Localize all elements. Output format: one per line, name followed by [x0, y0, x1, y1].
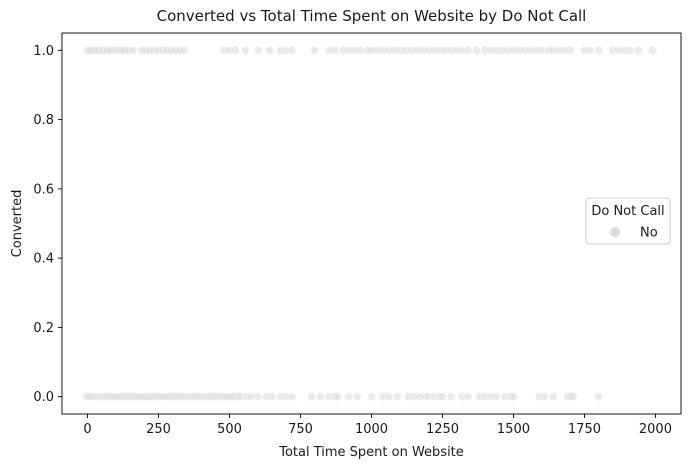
data-point — [287, 392, 297, 401]
data-point — [540, 392, 549, 401]
x-tick-label: 1000 — [355, 422, 388, 437]
legend: Do Not Call No — [585, 197, 671, 245]
y-tick-label: 0.8 — [33, 113, 54, 128]
data-point — [625, 46, 635, 55]
data-point — [492, 392, 501, 401]
x-tick-label: 1750 — [568, 422, 601, 437]
legend-title: Do Not Call — [591, 204, 664, 219]
x-axis-title: Total Time Spent on Website — [278, 445, 464, 460]
data-point — [353, 392, 362, 401]
data-point — [287, 46, 297, 55]
data-point — [548, 392, 558, 401]
data-point — [316, 392, 325, 401]
data-point — [446, 392, 456, 401]
data-point — [463, 392, 473, 401]
data-point — [253, 46, 263, 55]
x-tick-label: 0 — [83, 422, 91, 437]
data-point — [240, 46, 250, 55]
data-point — [333, 392, 342, 401]
data-point — [509, 392, 518, 401]
data-point — [265, 46, 274, 55]
data-point — [253, 392, 263, 401]
y-tick-label: 0.4 — [33, 252, 54, 267]
data-point — [585, 46, 595, 55]
data-point — [330, 46, 339, 55]
y-axis: 0.0 0.2 0.4 0.6 0.8 1.0 — [33, 44, 62, 405]
data-point — [472, 46, 481, 55]
points-layer — [81, 46, 657, 401]
data-point — [310, 46, 319, 55]
x-tick-label: 2000 — [639, 422, 672, 437]
data-point — [179, 46, 189, 55]
y-tick-label: 1.0 — [33, 44, 54, 59]
x-tick-label: 750 — [288, 422, 313, 437]
x-tick-label: 250 — [146, 422, 171, 437]
data-point — [634, 46, 643, 55]
data-point — [230, 46, 240, 55]
data-point — [537, 46, 547, 55]
data-point — [344, 392, 354, 401]
x-axis: 0 250 500 750 1000 1250 1500 1750 2000 — [83, 414, 672, 437]
data-point — [128, 46, 138, 55]
data-point — [307, 392, 317, 401]
data-point — [355, 46, 365, 55]
data-point — [384, 392, 393, 401]
data-point — [367, 392, 376, 401]
y-tick-label: 0.2 — [33, 321, 54, 336]
data-point — [566, 46, 575, 55]
y-axis-title: Converted — [10, 190, 25, 258]
chart-title: Converted vs Total Time Spent on Website… — [157, 7, 587, 25]
x-tick-label: 1500 — [497, 422, 530, 437]
data-point — [568, 392, 578, 401]
data-point — [392, 392, 402, 401]
x-tick-label: 1250 — [426, 422, 459, 437]
data-point — [594, 392, 603, 401]
y-tick-label: 0.6 — [33, 182, 54, 197]
x-tick-label: 500 — [217, 422, 242, 437]
legend-box — [585, 197, 671, 245]
legend-marker-no — [610, 227, 620, 237]
y-tick-label: 0.0 — [33, 390, 54, 405]
legend-label-no: No — [640, 226, 658, 241]
data-point — [246, 392, 256, 401]
data-point — [463, 46, 473, 55]
data-point — [594, 46, 603, 55]
data-point — [648, 46, 657, 55]
data-point — [438, 392, 447, 401]
data-point — [267, 392, 277, 401]
